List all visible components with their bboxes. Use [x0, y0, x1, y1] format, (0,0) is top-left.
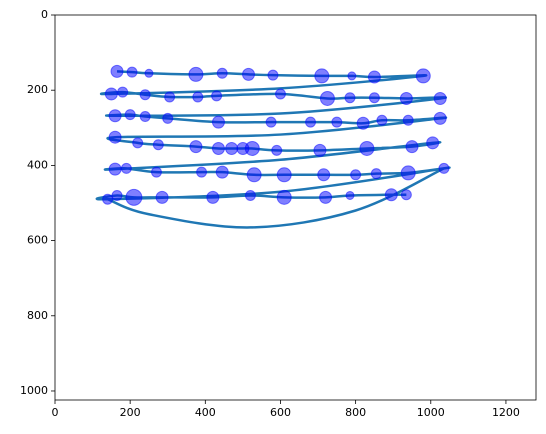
keypoint: [359, 140, 375, 156]
keypoint: [438, 162, 450, 174]
keypoint: [102, 193, 114, 205]
keypoint: [164, 91, 176, 103]
x-tick-label: 0: [52, 406, 59, 419]
keypoint: [132, 137, 144, 149]
keypoint: [152, 139, 164, 151]
keypoint: [344, 92, 356, 104]
keypoint: [368, 92, 380, 104]
keypoint: [400, 165, 416, 181]
keypoint: [317, 168, 331, 182]
x-tick-label: 1000: [417, 406, 445, 419]
keypoint: [104, 87, 118, 101]
x-tick-label: 800: [345, 406, 366, 419]
keypoint: [155, 190, 169, 204]
keypoint: [331, 116, 343, 128]
keypoint: [319, 190, 333, 204]
keypoint: [211, 115, 225, 129]
keypoint: [402, 114, 414, 126]
keypoint: [356, 116, 370, 130]
keypoint: [144, 68, 154, 78]
keypoint: [125, 188, 143, 206]
keypoint: [376, 114, 388, 126]
keypoint: [126, 66, 138, 78]
keypoint: [211, 141, 225, 155]
keypoint: [433, 91, 447, 105]
keypoint: [314, 68, 330, 84]
keypoint: [313, 143, 327, 157]
keypoint: [120, 162, 132, 174]
keypoint: [244, 140, 260, 156]
keypoint: [206, 190, 220, 204]
y-tick-label: 1000: [20, 384, 48, 397]
keypoint: [117, 86, 129, 98]
keypoint: [110, 64, 124, 78]
keypoint: [271, 144, 283, 156]
keypoint: [108, 109, 122, 123]
keypoint: [319, 90, 335, 106]
keypoint: [111, 189, 123, 201]
keypoint: [276, 189, 292, 205]
x-tick-label: 600: [270, 406, 291, 419]
y-tick-label: 0: [41, 8, 48, 21]
keypoint: [265, 116, 277, 128]
keypoint: [405, 140, 419, 154]
x-tick-label: 1200: [492, 406, 520, 419]
keypoint: [225, 141, 239, 155]
keypoint: [211, 90, 223, 102]
keypoint: [415, 68, 431, 84]
x-tick-label: 200: [120, 406, 141, 419]
keypoint: [433, 111, 447, 125]
keypoint: [139, 89, 151, 101]
keypoint: [347, 71, 357, 81]
keypoint: [305, 116, 317, 128]
keypoint: [124, 109, 136, 121]
keypoint: [399, 91, 413, 105]
keypoint: [189, 140, 203, 154]
keypoint: [108, 130, 122, 144]
y-tick-label: 800: [27, 309, 48, 322]
keypoint: [426, 136, 440, 150]
keypoint: [192, 91, 204, 103]
keypoint: [246, 167, 262, 183]
plot-area: [54, 14, 537, 401]
keypoint: [350, 169, 362, 181]
keypoint: [162, 112, 174, 124]
keypoint: [274, 88, 286, 100]
y-tick-label: 400: [27, 158, 48, 171]
keypoint: [276, 167, 292, 183]
keypoint: [244, 189, 256, 201]
keypoint: [384, 188, 398, 202]
keypoint: [196, 166, 208, 178]
keypoint: [267, 69, 279, 81]
keypoint: [367, 70, 381, 84]
x-tick-label: 400: [195, 406, 216, 419]
keypoint: [188, 66, 204, 82]
keypoint: [139, 111, 151, 123]
y-tick-label: 600: [27, 234, 48, 247]
keypoint: [215, 165, 229, 179]
keypoint: [108, 162, 122, 176]
keypoint: [400, 189, 412, 201]
y-tick-label: 200: [27, 83, 48, 96]
keypoint: [370, 168, 382, 180]
keypoint: [242, 67, 256, 81]
keypoint: [216, 67, 228, 79]
keypoint: [150, 166, 162, 178]
keypoint: [345, 190, 355, 200]
